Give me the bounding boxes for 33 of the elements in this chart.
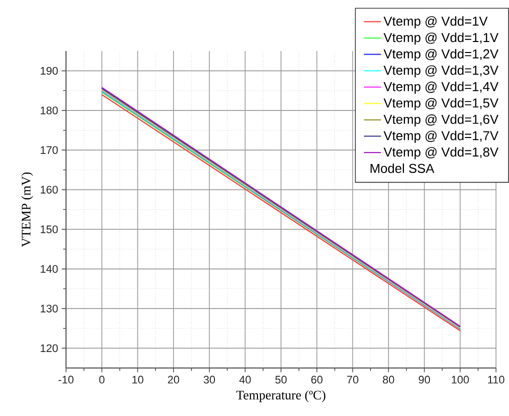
- y-tick-label: 160: [40, 186, 58, 194]
- x-tick-label: -10: [58, 376, 74, 384]
- x-tick-label: 90: [418, 376, 430, 384]
- x-tick-label: 60: [311, 376, 322, 384]
- legend-title: Model SSA: [370, 163, 434, 173]
- y-tick-label: 190: [40, 66, 58, 75]
- x-tick-label: 0: [99, 376, 104, 384]
- x-tick-label: 30: [204, 376, 215, 384]
- x-axis-title: Temperature (ºC): [236, 390, 326, 402]
- x-tick-label: 100: [452, 376, 469, 384]
- legend-label: Vtemp @ Vdd=1,7V: [384, 130, 498, 143]
- x-tick-label: 20: [168, 376, 180, 384]
- y-tick-label: 120: [40, 344, 58, 352]
- x-tick-label: 80: [382, 376, 394, 384]
- x-tick-label: 50: [275, 376, 287, 384]
- y-tick-label: 130: [40, 304, 58, 312]
- legend-label: Vtemp @ Vdd=1,6V: [384, 114, 498, 126]
- legend-label: Vtemp @ Vdd=1,4V: [384, 82, 498, 94]
- y-tick-label: 180: [40, 106, 58, 114]
- legend-label: Vtemp @ Vdd=1,3V: [384, 65, 498, 78]
- legend-label: Vtemp @ Vdd=1,1V: [384, 32, 498, 45]
- x-tick-label: 70: [347, 376, 358, 384]
- y-tick-label: 140: [40, 265, 58, 273]
- x-tick-label: 10: [132, 376, 144, 384]
- legend-label: Vtemp @ Vdd=1,5V: [384, 98, 498, 110]
- x-tick-label: 110: [488, 376, 504, 384]
- legend-label: Vtemp @ Vdd=1,8V: [384, 147, 498, 160]
- y-tick-label: 170: [40, 146, 58, 154]
- y-axis-title: VTEMP (mV): [21, 172, 34, 247]
- legend-label: Vtemp @ Vdd=1V: [384, 16, 488, 28]
- x-tick-label: 40: [239, 376, 251, 384]
- y-tick-label: 150: [40, 225, 58, 234]
- legend-label: Vtemp @ Vdd=1,2V: [384, 48, 498, 62]
